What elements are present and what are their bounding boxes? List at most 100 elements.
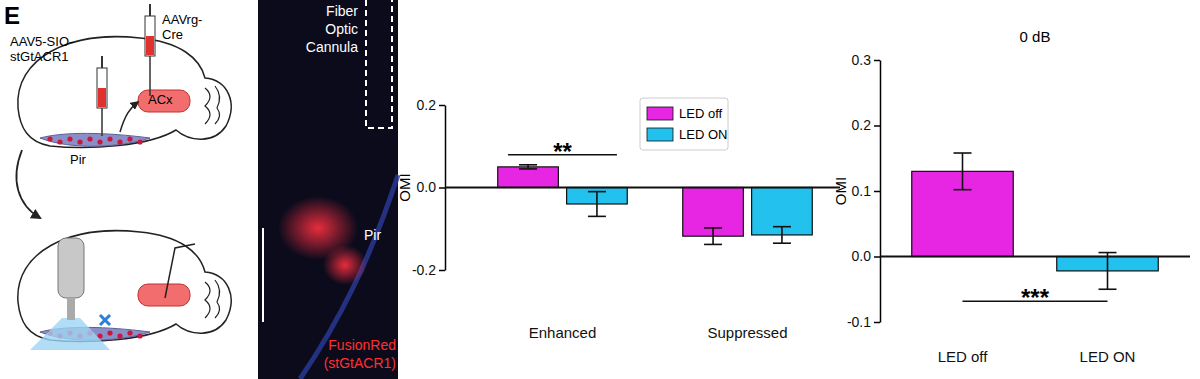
y-tick-label: 0.1 [852,183,872,199]
x-tick-label: LED off [938,348,989,365]
plot-area [912,153,1159,289]
y-tick-label: 0.3 [852,52,872,68]
image-background [258,0,398,379]
y-axis: -0.1 0.0 0.1 0.2 0.3 [847,52,881,330]
schematic: EAAV5-SIO-stGtACR1AAVrg-CreACxPir [4,2,231,350]
cell [57,139,62,144]
y-tick-label: 0.0 [852,248,872,264]
error-cap [588,191,606,193]
y-tick-mark [439,187,445,189]
y-tick: 0.0 [852,248,880,264]
error-stem [1107,253,1109,290]
image-label: Optic [325,21,358,37]
cell [87,136,92,141]
y-tick-mark [874,191,880,193]
region-label: Pir [70,152,87,167]
piriform-region [40,133,150,146]
cerebellum-folds [205,280,220,318]
cell [67,136,72,141]
error-cap [1099,288,1117,290]
chart: -0.20.00.2EnhancedSuppressedOMI**LED off… [396,97,840,341]
cell [127,136,132,141]
y-tick-label: 0.2 [852,117,872,133]
syringe-fill [98,88,106,107]
cell [47,136,52,141]
error-cap [954,189,972,191]
light-cone [30,318,110,350]
legend-swatch [647,107,673,120]
error-stem [962,153,964,190]
y-tick-mark [874,322,880,324]
error-bar [588,192,606,217]
syringe-needle [101,108,103,136]
x-tick: Suppressed [707,324,787,341]
recording-probe [165,244,195,298]
y-tick-label: -0.1 [847,314,871,330]
cerebellum-folds [205,86,220,124]
error-bar [773,227,791,244]
y-tick-mark [439,270,445,272]
error-stem [781,227,783,244]
panel-label: E [4,2,20,29]
image-label: Pir [364,227,381,243]
injection-label: AAVrg- [162,12,202,27]
projection-arrow [120,102,138,132]
x-tick: Enhanced [529,324,597,341]
syringe-barrel [145,16,155,56]
y-tick-label: 0.0 [417,179,437,195]
image-label: (stGtACR1) [324,355,396,371]
fiber-core [67,298,75,320]
error-cap [1099,252,1117,254]
brain-bottom [18,231,231,342]
y-axis: -0.20.00.2 [412,97,446,278]
cannula-outline [366,0,392,128]
y-axis-title: OMI [396,173,413,201]
injection-label: AAV5-SIO- [10,34,73,49]
x-tick-label: Enhanced [529,324,597,341]
error-stem [712,228,714,245]
cell [117,139,122,144]
histology-image: Fiber Optic Cannula Pir FusionRed (stGtACR1) [258,0,398,379]
figure: EAAV5-SIO-stGtACR1AAVrg-CreACxPirFiberOp… [0,0,1200,379]
syringe-plunger [149,4,151,16]
zero-line [445,187,840,189]
brain-outline [18,231,231,342]
region-label: ACx [148,92,173,107]
legend-label: LED ON [679,127,727,142]
image-label: Fiber [326,3,358,19]
x-axis: LED off LED ON [938,348,1136,365]
error-bar [519,165,537,169]
x-tick-label: LED ON [1080,348,1136,365]
significance-label: *** [1021,284,1050,311]
y-tick: 0.2 [852,117,880,133]
syringe [97,56,107,136]
error-cap [704,244,722,246]
image-label: Cannula [306,39,358,55]
x-tick: LED off [938,348,989,365]
y-tick-mark [874,125,880,127]
y-tick-mark [439,105,445,107]
y-tick: 0.3 [852,52,880,68]
error-cap [519,164,537,166]
y-tick-mark [874,60,880,62]
error-cap [773,242,791,244]
cell [137,333,142,338]
error-bar [1099,253,1117,290]
fluorescence [323,245,367,285]
legend-frame [640,98,728,150]
y-tick: -0.1 [847,314,880,330]
cell [137,139,142,144]
image-label: FusionRed [328,337,396,353]
error-bar [704,228,722,245]
legend-label: LED off [679,106,723,121]
y-tick: 0.1 [852,183,880,199]
cell [107,330,112,335]
zero-line [880,256,1190,258]
plot-area [498,165,813,245]
step-arrow [16,150,40,218]
y-tick: 0.0 [417,179,445,195]
cell [77,139,82,144]
acx-region [138,284,190,306]
y-axis-title: OMI [832,177,849,205]
chart-title: 0 dB [1020,28,1051,45]
